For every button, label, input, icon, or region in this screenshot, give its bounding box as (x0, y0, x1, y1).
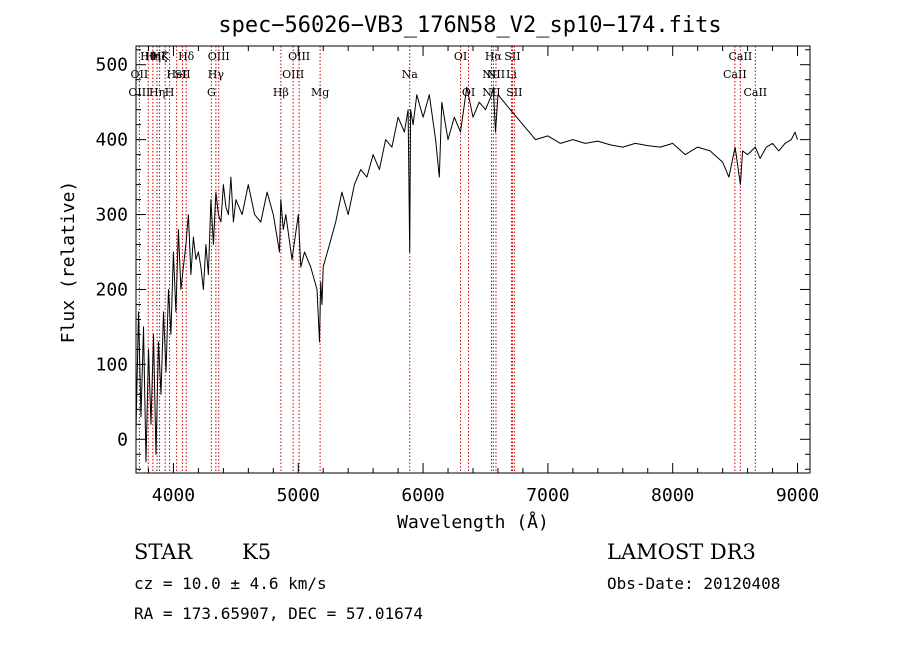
spectral-line-label: NII (482, 86, 500, 99)
spectral-line-label: HeI (166, 68, 186, 81)
x-tick-label: 7000 (526, 485, 569, 506)
spectral-line-label: G (207, 86, 216, 99)
spectral-line-label: OIII (288, 50, 310, 63)
spectral-line-label: Li (506, 68, 517, 81)
spectral-line-label: OI (454, 50, 467, 63)
spectral-line-label: Hα (485, 50, 503, 63)
flux-series-line (135, 86, 798, 463)
spectral-line-label: H (165, 86, 175, 99)
coordinates-text: RA = 173.65907, DEC = 57.01674 (134, 604, 423, 623)
spectral-line-label: NII (482, 68, 500, 81)
spectral-line-label: SII (506, 86, 522, 99)
y-tick-label: 300 (95, 205, 128, 226)
spectral-line-label: CaII (723, 68, 747, 81)
spectral-line-label: NII (487, 68, 505, 81)
spectral-line-label: OIII (208, 50, 230, 63)
plot-frame (135, 45, 811, 474)
x-tick-label: 5000 (277, 485, 320, 506)
x-tick-label: 8000 (651, 485, 694, 506)
spectral-line-label: Hη (145, 50, 161, 63)
x-tick-label: 9000 (776, 485, 819, 506)
spectral-line-label: SII (504, 50, 520, 63)
y-tick-label: 0 (117, 429, 128, 450)
spectral-line-markers (138, 46, 756, 473)
y-tick-label: 400 (95, 130, 128, 151)
x-axis-label: Wavelength (Å) (397, 511, 549, 533)
spectral-line-label: K (161, 50, 170, 63)
spectral-line-label: Na (402, 68, 419, 81)
spectral-line-label: OIII (128, 86, 150, 99)
y-tick-label: 200 (95, 279, 128, 300)
spectral-line-label: Hη (149, 86, 165, 99)
x-tick-label: 6000 (401, 485, 444, 506)
object-class: STAR (134, 540, 193, 564)
y-tick-label: 100 (95, 354, 128, 375)
spectral-line-label: OIII (282, 68, 304, 81)
y-tick-label: 500 (95, 55, 128, 76)
spectral-line-label: OII (131, 68, 149, 81)
object-subclass: K5 (242, 540, 272, 564)
y-axis-label: Flux (relative) (58, 181, 79, 344)
spectral-line-label: CaII (729, 50, 753, 63)
chart-title: spec−56026−VB3_176N58_V2_sp10−174.fits (218, 13, 721, 38)
obs-date: Obs-Date: 20120408 (607, 574, 781, 593)
spectral-line-label: SII (174, 68, 190, 81)
spectral-line-label: Hδ (178, 50, 195, 63)
redshift-text: cz = 10.0 ± 4.6 km/s (134, 574, 327, 593)
spectral-line-labels: OIIOIIIHθHηHηHζKHHeISIIHδGHγOIIIHβOIIIOI… (128, 50, 767, 99)
y-axis-ticks: 0 100 200 300 400 500 (95, 49, 810, 470)
spectral-line-label: Hβ (273, 86, 289, 99)
spectral-line-label: Hγ (208, 68, 225, 81)
spectral-line-label: CaII (743, 86, 767, 99)
survey-name: LAMOST DR3 (607, 540, 756, 564)
spectral-line-label: Hθ (140, 50, 157, 63)
spectral-line-label: Mg (311, 86, 329, 99)
spectral-line-label: Hζ (152, 50, 168, 63)
x-axis-ticks: 4000 5000 6000 7000 8000 9000 (147, 46, 819, 506)
x-tick-label: 4000 (152, 485, 195, 506)
